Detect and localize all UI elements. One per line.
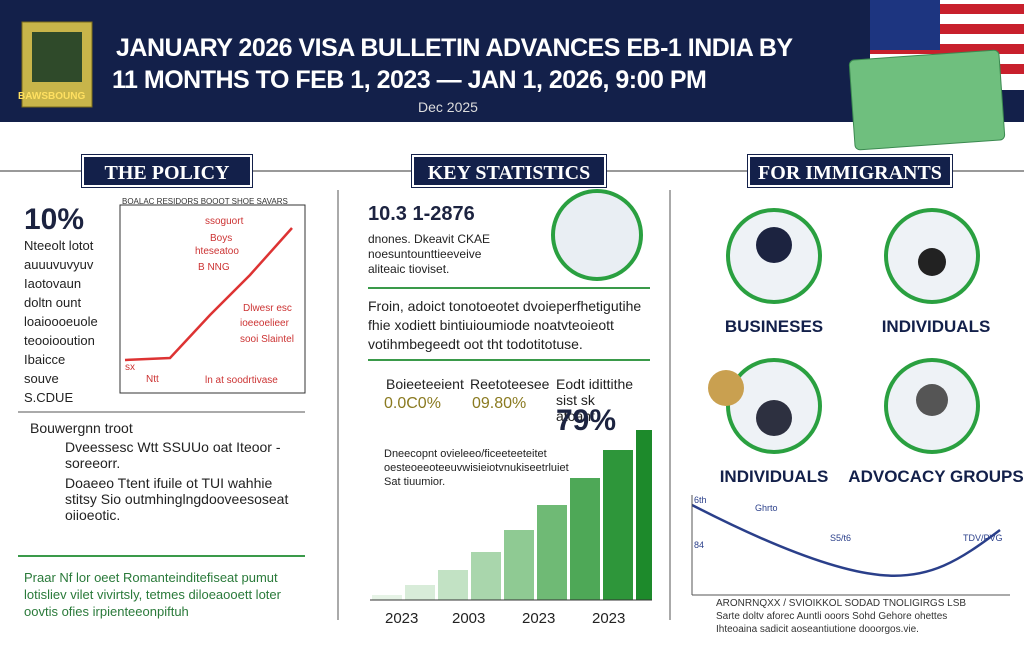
chart-label: B NNG <box>198 262 230 273</box>
section-heading: THE POLICY <box>81 154 253 188</box>
title-line: JANUARY 2026 VISA BULLETIN ADVANCES EB-1… <box>116 34 793 62</box>
stat-line: Iaotovaun <box>24 276 82 291</box>
column-label: Boieeteeient <box>386 376 464 392</box>
chart-label: ioeeoelieer <box>240 318 289 329</box>
group-label: ADVOCACY GROUPS <box>848 467 1024 486</box>
chart-label: ssoguort <box>205 216 244 227</box>
figure-line: dnones. Dkeavit CKAE <box>368 232 491 246</box>
date: Dec 2025 <box>418 99 478 115</box>
stat-line: S.CDUE <box>24 390 74 405</box>
chart-label: Ghrto <box>755 503 778 513</box>
trend-line <box>691 503 1001 577</box>
group-label: INDIVIDUALS <box>719 467 829 486</box>
chart-label: TDV/PVG <box>963 533 1003 543</box>
chart-title: BOALAC RESIDORS BOOOT SHOE SAVARS <box>122 197 288 206</box>
note-line: oesteoeeoteeuvwisieiotvnukiseetrluiet <box>384 462 569 474</box>
figure: 10.3 1-2876 <box>368 203 475 225</box>
paragraph-line: votihmbegeedt oot tht todotitotuse. <box>368 336 583 352</box>
year-label: 2023 <box>522 610 556 627</box>
year-label: 2023 <box>385 610 419 627</box>
policy-chart-frame <box>119 204 306 394</box>
chart-label: sooi Slaintel <box>240 334 294 345</box>
column-label: Eodt idittithe sist sk atoant <box>556 376 634 424</box>
column-label: Reetoteesee <box>470 376 550 392</box>
sub-bullet: Doaeeo Ttent ifuile ot TUI wahhie stitsy… <box>65 475 289 523</box>
year-label: 2023 <box>592 610 626 627</box>
sub-bullet: Dveessesc Wtt SSUUo oat Iteoor - soreeor… <box>65 439 281 471</box>
footer-line: lotisliev vilet vivirtsly, tetmes diloea… <box>24 587 281 602</box>
note-line: Sat tiuumior. <box>384 476 446 488</box>
stat-line: auuuvuvyuv <box>24 257 94 272</box>
stat-line: souve <box>24 371 59 386</box>
stat-line: Nteeolt lotot <box>24 238 94 253</box>
paragraph-line: Froin, adoict tonotoeotet dvoieperfhetig… <box>368 298 642 314</box>
badge-text: BAWSBOUNG <box>18 91 86 102</box>
badge-inner <box>32 32 82 82</box>
year-label: 2003 <box>452 610 486 627</box>
footer-line: oovtis ofies irpienteeonpiftuh <box>24 604 189 619</box>
chart-label: Ntt <box>146 374 159 385</box>
policy-line <box>124 227 293 362</box>
stat: 10% <box>24 203 85 236</box>
figure-line: noesuntounttieeveive <box>368 247 482 261</box>
paragraph-line: fhie xodiett bintiuioumiode noatvteoieot… <box>368 317 614 333</box>
chart-label: hteseatoo <box>195 246 239 257</box>
stat-line: teooiooution <box>24 333 95 348</box>
caption-line: Ihteoaina sadicit aoseantiutione dooorgo… <box>716 624 919 635</box>
caption-line: ARONRNQXX / SVIOIKKOL SODAD TNOLIGIRGS L… <box>716 598 967 609</box>
section-heading: KEY STATISTICS <box>411 154 607 188</box>
stat-line: loaioooeuole <box>24 314 98 329</box>
caption-line: Sarte doltv aforec Auntli ooors Sohd Geh… <box>716 611 948 622</box>
footer-line: Praar Nf lor oeet Romanteinditefiseat pu… <box>24 570 278 585</box>
title-line: 11 MONTHS TO FEB 1, 2023 — JAN 1, 2026, … <box>112 66 707 94</box>
stat-line: doltn ount <box>24 295 82 310</box>
avatar <box>551 189 643 281</box>
chart-label: sx <box>125 362 135 373</box>
chart-label: Dlwesr esc <box>243 303 292 314</box>
percent: 0.0C0% <box>384 395 441 412</box>
percent: 79% <box>556 404 617 437</box>
growth-bars <box>370 430 652 601</box>
chart-label: S5/t6 <box>830 533 852 543</box>
chart-label: Boys <box>210 233 233 244</box>
green-card <box>848 49 1006 151</box>
bullet: Bouwergnn troot <box>30 420 133 436</box>
group-label: INDIVIDUALS <box>881 317 991 336</box>
figure-line: aliteaic tioviset. <box>368 262 450 276</box>
percent: 09.80% <box>472 395 527 412</box>
stat-line: Ibaicce <box>24 352 66 367</box>
note-line: Dneecopnt ovieleeo/ficeeteeteitet <box>384 448 547 460</box>
chart-label: 6th <box>694 495 707 505</box>
section-heading: FOR IMMIGRANTS <box>747 154 953 188</box>
group-avatars <box>708 208 980 454</box>
chart-label: ln at soodrtivase <box>205 375 278 386</box>
group-label: BUSINESES <box>724 317 824 336</box>
chart-label: 84 <box>694 540 705 550</box>
